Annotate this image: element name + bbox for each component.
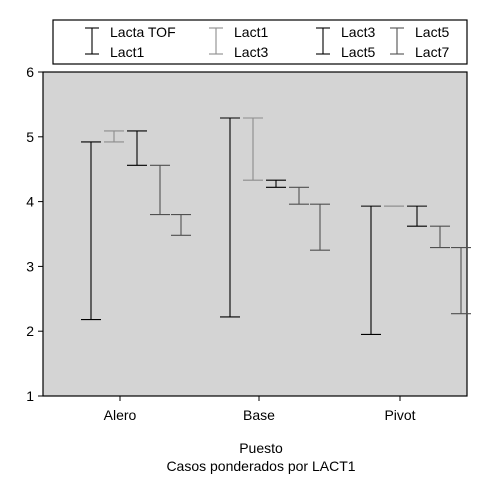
weighting-note: Casos ponderados por LACT1 — [166, 458, 355, 474]
y-tick-label: 4 — [26, 194, 34, 210]
legend-label-upper: Lact3 — [341, 24, 375, 40]
range-bar — [361, 205, 381, 335]
range-bar — [407, 205, 427, 227]
x-tick-label: Base — [243, 407, 275, 423]
range-bar — [81, 141, 101, 321]
legend-label-lower: Lact3 — [234, 44, 268, 60]
range-bar — [430, 225, 450, 249]
legend-label-upper: Lacta TOF — [110, 24, 176, 40]
range-bar — [171, 214, 191, 236]
legend-label-upper: Lact1 — [234, 24, 268, 40]
range-bar — [310, 203, 330, 251]
legend-label-lower: Lact5 — [341, 44, 375, 60]
legend-item: Lacta TOF Lact1 — [85, 24, 176, 60]
legend-label-lower: Lact7 — [415, 44, 449, 60]
legend-label-upper: Lact5 — [415, 24, 449, 40]
x-tick-label: Alero — [104, 407, 137, 423]
range-bar — [104, 130, 124, 143]
x-axis-title: Puesto — [239, 440, 283, 456]
y-tick-label: 2 — [26, 323, 34, 339]
x-tick-label: Pivot — [384, 407, 415, 423]
range-bar — [289, 186, 309, 205]
range-bar — [451, 247, 471, 315]
range-bar — [127, 130, 147, 166]
legend: Lacta TOFLact1Lact1Lact3Lact3Lact5Lact5L… — [52, 19, 468, 65]
range-bar — [243, 117, 263, 181]
range-bar — [220, 117, 240, 318]
plot-area: 1 2 3 4 5 6 Alero Base Pivot — [26, 64, 471, 423]
legend-label-lower: Lact1 — [110, 44, 144, 60]
legend-item: Lact5 Lact7 — [390, 24, 449, 60]
y-tick-label: 5 — [26, 129, 34, 145]
legend-item: Lact3 Lact5 — [316, 24, 375, 60]
range-bar — [266, 179, 286, 188]
range-bar — [150, 164, 170, 216]
y-tick-label: 1 — [26, 388, 34, 404]
legend-item: Lact1 Lact3 — [209, 24, 268, 60]
legend-box — [52, 19, 468, 65]
plot-background — [42, 71, 468, 397]
y-tick-label: 6 — [26, 64, 34, 80]
y-tick-label: 3 — [26, 258, 34, 274]
